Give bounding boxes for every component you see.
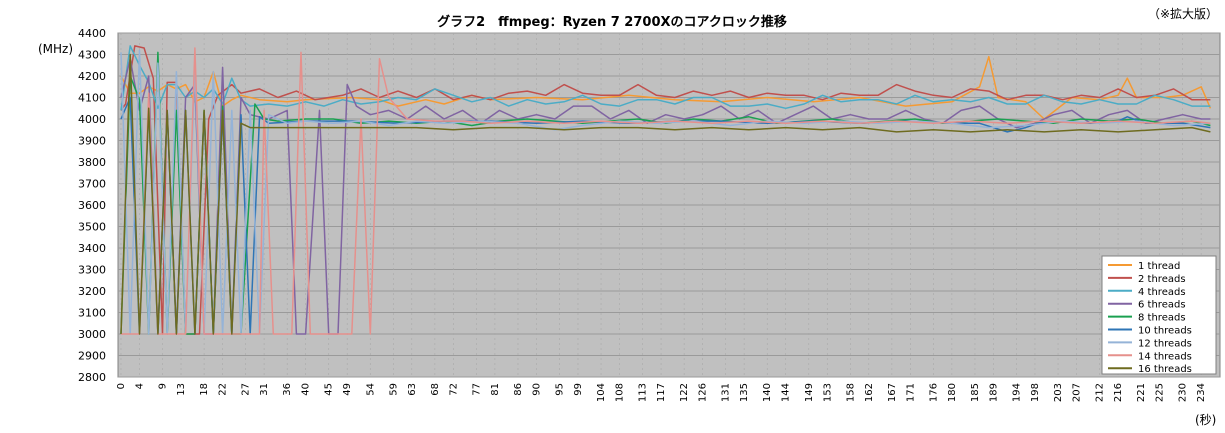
legend-label: 1 thread [1138,261,1180,272]
x-tick-label: 95 [555,383,566,396]
x-tick-label: 153 [822,383,833,402]
x-tick-label: 140 [762,383,773,402]
x-tick-label: 31 [259,383,270,396]
x-tick-label: 149 [804,383,815,402]
x-tick-label: 194 [1012,383,1023,402]
x-tick-label: 167 [887,383,898,402]
x-tick-label: 9 [158,383,169,389]
x-tick-label: 68 [430,383,441,396]
x-tick-label: 59 [388,383,399,396]
x-tick-labels: 0 4 9 13 18 22 27 31 36 40 45 49 54 59 63 68 72 77 81 86 90 9… [116,383,1207,402]
legend-label: 6 threads [1138,300,1186,311]
x-tick-label: 131 [721,383,732,402]
x-tick-label: 212 [1095,383,1106,402]
x-tick-label: 122 [679,383,690,402]
y-tick-label: 3600 [78,199,106,212]
x-tick-label: 230 [1178,383,1189,402]
x-tick-label: 27 [241,383,252,396]
y-tick-label: 2900 [78,350,106,363]
x-tick-label: 189 [988,383,999,402]
x-tick-label: 234 [1196,383,1207,402]
x-tick-label: 198 [1030,383,1041,402]
legend-label: 10 threads [1138,326,1192,337]
x-tick-label: 158 [845,383,856,402]
legend-label: 16 threads [1138,364,1192,375]
series-line-3 [120,45,1211,111]
x-tick-label: 144 [781,383,792,402]
x-tick-label: 18 [199,383,210,396]
y-tick-label: 3500 [78,221,106,234]
y-tick-label: 4400 [78,27,106,40]
y-tick-label: 3900 [78,135,106,148]
x-tick-label: 117 [656,383,667,402]
x-tick-label: 221 [1136,383,1147,402]
y-tick-label: 3100 [78,307,106,320]
x-tick-label: 0 [116,383,127,389]
x-tick-label: 185 [970,383,981,402]
y-tick-label: 3700 [78,178,106,191]
x-tick-label: 203 [1053,383,1064,402]
y-tick-label: 3000 [78,328,106,341]
legend-label: 8 threads [1138,313,1186,324]
x-tick-label: 45 [324,383,335,396]
series-line-2 [120,45,1211,335]
y-tick-label: 2800 [78,371,106,384]
x-tick-label: 13 [176,383,187,396]
x-tick-label: 72 [448,383,459,396]
y-tick-label: 3800 [78,156,106,169]
x-tick-label: 90 [531,383,542,396]
legend-label: 14 threads [1138,351,1192,362]
x-tick-label: 135 [739,383,750,402]
enlarged-note: （※拡大版） [1148,7,1218,21]
y-tick-labels: 2800 2900 3000 3100 3200 3300 3400 3500 3600 3700… [78,27,106,384]
series-line-8 [121,47,1211,335]
x-tick-label: 36 [282,383,293,396]
x-tick-label: 40 [301,383,312,396]
x-tick-label: 126 [698,383,709,402]
x-tick-label: 108 [615,383,626,402]
x-axis-unit: (秒) [1195,413,1216,427]
x-tick-label: 104 [596,383,607,402]
y-tick-label: 3200 [78,285,106,298]
x-tick-label: 225 [1155,383,1166,402]
x-tick-label: 81 [490,383,501,396]
x-tick-label: 22 [218,383,229,396]
y-tick-label: 3400 [78,242,106,255]
x-tick-label: 49 [342,383,353,396]
y-tick-label: 4100 [78,92,106,105]
series-lines [120,45,1212,335]
x-tick-label: 176 [928,383,939,402]
x-tick-label: 171 [905,383,916,402]
x-tick-label: 63 [407,383,418,396]
y-axis-unit: (MHz) [38,42,73,56]
y-tick-label: 4200 [78,70,106,83]
x-tick-label: 99 [573,383,584,396]
x-tick-label: 77 [471,383,482,396]
x-tick-label: 113 [638,383,649,402]
legend: 1 thread 2 threads 4 threads 6 threads 8 thr… [1101,255,1217,375]
y-tick-label: 4000 [78,113,106,126]
x-tick-label: 207 [1072,383,1083,402]
series-line-9 [120,53,1211,335]
x-tick-label: 216 [1113,383,1124,402]
x-tick-label: 54 [365,383,376,396]
y-tick-label: 4300 [78,49,106,62]
legend-label: 4 threads [1138,287,1186,298]
x-tick-label: 86 [513,383,524,396]
x-tick-label: 162 [864,383,875,402]
x-tick-label: 4 [134,383,145,389]
y-tick-label: 3300 [78,264,106,277]
chart-title: グラフ2 ffmpeg：Ryzen 7 2700Xのコアクロック推移 [437,14,787,30]
legend-label: 2 threads [1138,274,1186,285]
legend-label: 12 threads [1138,338,1192,349]
x-tick-label: 180 [947,383,958,402]
